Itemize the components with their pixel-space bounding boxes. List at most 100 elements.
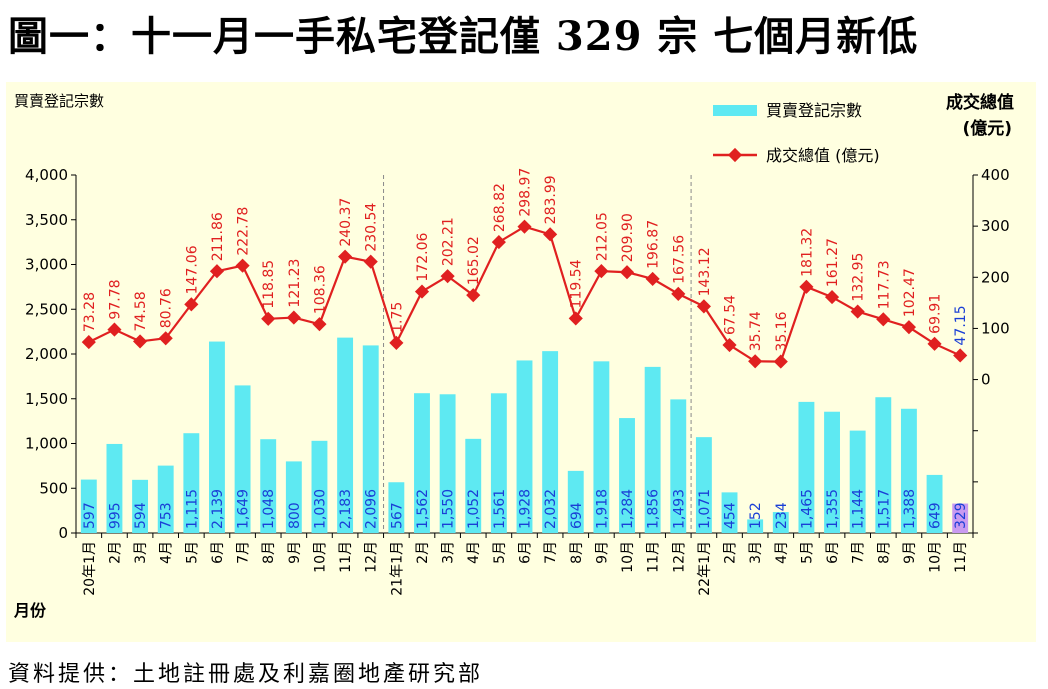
bar [772,512,789,533]
line-value-label: 35.16 [774,311,790,351]
line-value-label: 240.37 [338,198,354,247]
line-value-label: 119.54 [569,259,585,308]
bar-value-label: 2,183 [338,489,354,529]
line-point-marker [286,310,301,325]
x-tick-label: 9月 [594,541,610,564]
line-point-marker [850,304,865,319]
bar [106,443,123,533]
line-point-marker [261,311,276,326]
bar-value-label: 594 [133,502,149,529]
line-value-label: 167.56 [671,235,687,284]
bar-value-label: 2,096 [364,489,380,529]
line-value-label: 181.32 [799,228,815,277]
line-value-label: 121.23 [287,259,303,308]
left-tick-label: 3,500 [25,211,68,229]
bar-value-label: 1,144 [851,489,867,529]
bar [619,418,635,533]
line-value-label: 196.87 [646,220,662,269]
line-point-marker [901,320,916,335]
line-value-label: 1.75 [389,302,405,333]
left-tick-label: 3,000 [25,256,68,274]
bar-value-label: 1,493 [671,489,687,529]
bar-value-label: 753 [159,502,175,529]
bar-value-label: 1,550 [441,489,457,529]
chart-panel: 買賣登記宗數 成交總值 (億元) 月份 買賣登記宗數 成交總值 (億元) 0 500 1,000… [6,82,1036,642]
left-tick-label: 1,000 [25,435,68,453]
line-point-marker [133,334,148,349]
bar-value-label: 995 [107,502,123,529]
source-note: 資料提供：土地註冊處及利嘉圈地產研究部 [8,662,484,687]
line-value-label: 209.90 [620,213,636,262]
x-tick-label: 11月 [953,541,969,573]
bar-value-label: 152 [748,502,764,529]
legend-bar-swatch [713,105,757,116]
x-tick-label: 4月 [159,541,175,564]
line-value-label: 67.54 [723,295,739,335]
bar-value-label: 1,561 [492,489,508,529]
line-point-marker [235,258,250,273]
line-point-marker [748,354,763,369]
bar [209,341,225,533]
x-tick-label: 2月 [107,541,123,564]
line-point-marker [671,286,686,301]
bar [875,397,892,533]
line-point-marker [184,297,199,312]
bar [798,401,815,533]
bar [311,440,328,533]
line-value-label: 268.82 [492,183,508,232]
x-tick-label: 3月 [748,541,764,564]
bar-value-label: 1,052 [466,489,482,529]
legend-line-label: 成交總值 (億元) [766,146,880,165]
line-value-label: 230.54 [364,203,380,252]
bar [670,399,687,533]
line-value-label: 102.47 [902,268,918,317]
line-value-label: 161.27 [825,238,841,287]
x-tick-label: 20年1月 [82,541,98,596]
line-value-label: 172.06 [415,232,431,281]
x-tick-label: 11月 [646,541,662,573]
x-tick-label: 9月 [902,541,918,564]
line-point-marker [158,331,173,346]
bar-value-label: 694 [569,502,585,529]
x-tick-label: 4月 [774,541,790,564]
x-tick-label: 3月 [441,541,457,564]
x-tick-label: 7月 [236,541,252,564]
bar [824,411,840,533]
bar-value-label: 1,388 [902,489,918,529]
bar [849,430,866,533]
line-point-marker [594,264,609,279]
bar [132,479,149,533]
bar [952,503,969,533]
x-tick-label: 5月 [799,541,815,564]
line-value-label: 211.86 [210,212,226,261]
bar [260,439,277,533]
line-point-marker [927,336,942,351]
line-point-marker [389,335,404,350]
x-tick-label: 6月 [210,541,226,564]
bar-value-label: 1,562 [415,489,431,529]
line-point-marker [568,311,583,326]
left-tick-label: 4,000 [25,166,68,184]
bar-value-label: 1,048 [261,489,277,529]
right-tick-label: 100 [981,319,1010,337]
line-value-label: 147.06 [184,245,200,294]
line-value-label: 97.78 [107,279,123,319]
x-tick-label: 6月 [825,541,841,564]
bar-value-label: 234 [774,502,790,529]
page-title: 圖一：十一月一手私宅登記僅 329 宗 七個月新低 [8,13,919,60]
line-value-label: 222.78 [236,207,252,256]
bar-value-label: 1,856 [646,489,662,529]
line-point-marker [645,271,660,286]
bar [593,361,610,533]
line-value-label: 165.02 [466,236,482,285]
x-tick-label: 2月 [415,541,431,564]
right-tick-label: 300 [981,217,1010,235]
bar-value-label: 2,032 [543,489,559,529]
x-tick-label: 10月 [312,541,328,573]
line-point-marker [517,219,532,234]
line-value-label: 80.76 [159,288,175,328]
line-point-marker [876,312,891,327]
bar [157,465,174,533]
line-value-label: 74.58 [133,291,149,331]
